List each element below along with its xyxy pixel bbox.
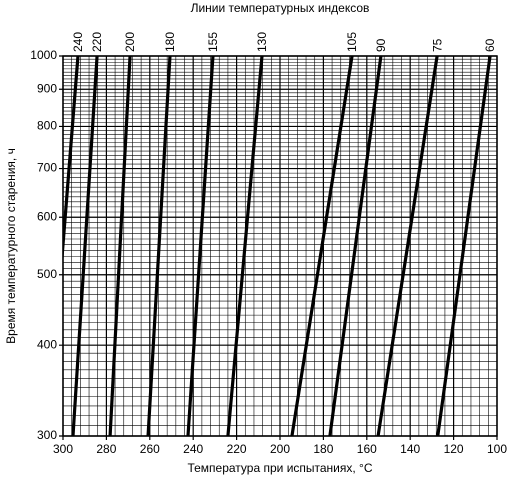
- y-tick-label: 500: [37, 267, 57, 281]
- index-line: [376, 56, 439, 436]
- x-tick-label: 200: [270, 442, 290, 456]
- x-tick-label: 280: [96, 442, 116, 456]
- x-tick-label: 240: [183, 442, 203, 456]
- y-axis-label: Время температурного старения, ч: [4, 148, 18, 344]
- index-line: [186, 56, 215, 436]
- index-line: [290, 56, 354, 436]
- x-tick-label: 220: [227, 442, 247, 456]
- index-line: [146, 56, 172, 436]
- index-line: [63, 56, 80, 265]
- y-tick-label: 600: [37, 209, 57, 223]
- x-tick-label: 120: [444, 442, 464, 456]
- index-line: [226, 56, 264, 436]
- series-label: 60: [483, 38, 497, 52]
- x-tick-label: 140: [400, 442, 420, 456]
- series-label: 180: [163, 32, 177, 52]
- y-tick-label: 1000: [30, 48, 57, 62]
- index-line: [328, 56, 383, 436]
- y-tick-label: 300: [37, 428, 57, 442]
- x-tick-label: 160: [357, 442, 377, 456]
- lines: [63, 56, 492, 436]
- series-label: 75: [430, 38, 444, 52]
- y-tick-label: 800: [37, 119, 57, 133]
- y-tick-label: 900: [37, 81, 57, 95]
- y-tick-label: 700: [37, 161, 57, 175]
- x-tick-label: 300: [53, 442, 73, 456]
- series-label: 130: [255, 32, 269, 52]
- index-line: [108, 56, 132, 436]
- series-label: 90: [374, 38, 388, 52]
- index-line: [71, 56, 99, 436]
- x-tick-label: 100: [487, 442, 507, 456]
- index-line: [436, 56, 492, 436]
- series-label: 240: [71, 32, 85, 52]
- series-label: 105: [345, 32, 359, 52]
- x-tick-label: 260: [140, 442, 160, 456]
- y-tick-label: 400: [37, 337, 57, 351]
- x-axis-label: Температура при испытаниях, °C: [187, 461, 372, 475]
- x-tick-label: 180: [313, 442, 333, 456]
- series-label: 155: [206, 32, 220, 52]
- series-label: 220: [90, 32, 104, 52]
- chart-title: Линии температурных индексов: [191, 1, 370, 15]
- series-label: 200: [123, 32, 137, 52]
